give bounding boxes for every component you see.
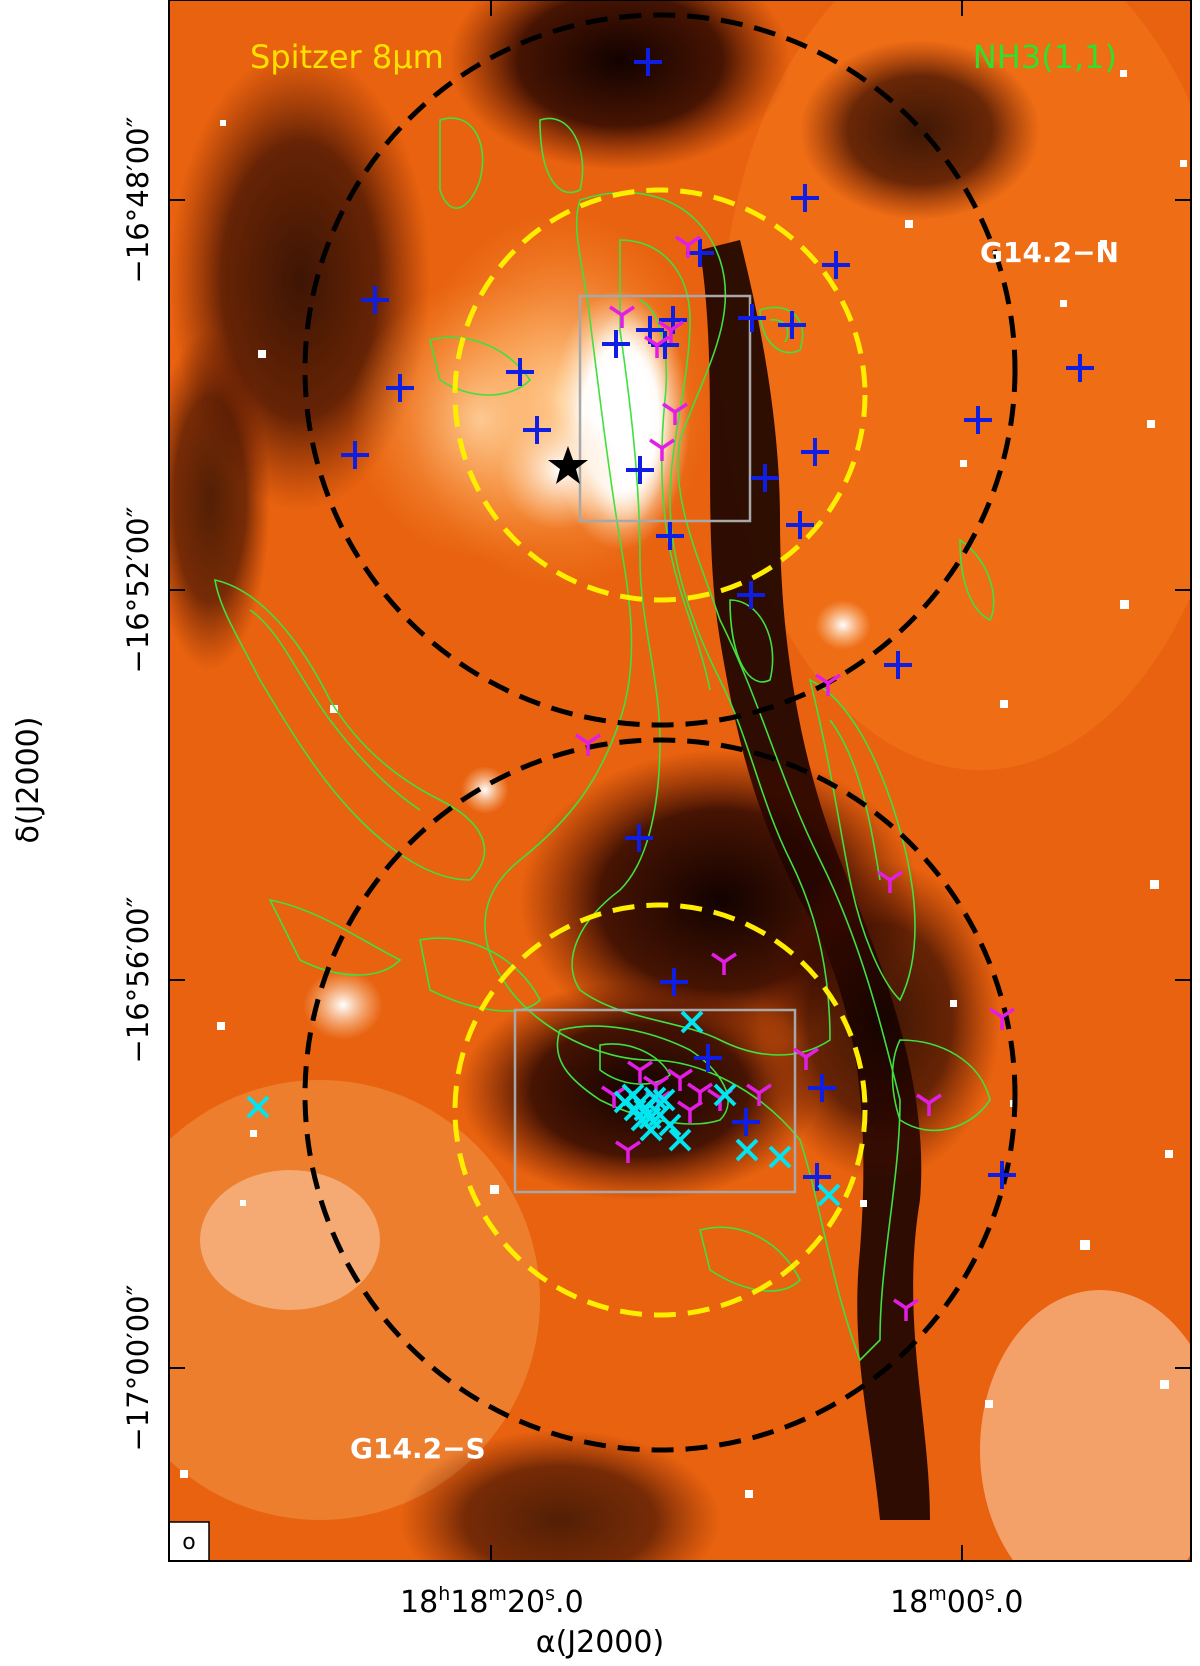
plus-marker [602, 330, 630, 358]
x-marker [680, 1010, 704, 1034]
outer-circle-north [302, 12, 1018, 728]
x-marker [713, 1083, 737, 1107]
beam-symbol: o [182, 1530, 195, 1555]
x-markers [246, 1010, 841, 1207]
plus-marker [778, 311, 806, 339]
tri-marker [615, 1140, 641, 1163]
plus-marker [738, 304, 766, 332]
plus-marker [964, 406, 992, 434]
x-tick-label-1: 18h18m20s.0 [400, 1583, 584, 1620]
y-ticks [169, 199, 1191, 1369]
x-ticks [490, 0, 963, 1561]
plus-marker [626, 456, 654, 484]
y-tick-label: −17°00′00″ [121, 1284, 155, 1451]
plus-marker [801, 438, 829, 466]
tri-marker [711, 952, 737, 975]
outer-circle-south [302, 737, 1018, 1453]
x-tick-label-2: 18m00s.0 [890, 1583, 1023, 1620]
tri-marker [662, 402, 688, 425]
x-marker [648, 1103, 672, 1127]
y-tick-label: −16°52′00″ [121, 506, 155, 673]
plus-marker [822, 251, 850, 279]
plus-marker [732, 1108, 760, 1136]
x-marker [246, 1095, 270, 1119]
tri-marker [644, 335, 670, 358]
plus-marker [1066, 354, 1094, 382]
plus-marker [751, 464, 779, 492]
plus-marker [660, 968, 688, 996]
line-label: NH3(1,1) [973, 38, 1117, 76]
plus-marker [634, 48, 662, 76]
plus-marker [803, 1163, 831, 1191]
tri-marker [649, 438, 675, 461]
region-label-north: G14.2−N [980, 236, 1119, 269]
tri-marker [877, 870, 903, 893]
spitzer-image [169, 0, 1191, 1561]
plus-marker [786, 511, 814, 539]
plus-marker [694, 1044, 722, 1072]
x-marker [613, 1090, 637, 1114]
plot-frame [168, 0, 1192, 1562]
plus-marker [625, 824, 653, 852]
plus-marker [737, 581, 765, 609]
tri-marker [677, 1100, 703, 1123]
tri-marker [793, 1047, 819, 1070]
x-marker [817, 1183, 841, 1207]
plus-marker [341, 441, 369, 469]
star-marker [548, 446, 588, 484]
x-marker [768, 1145, 792, 1169]
tri-marker [916, 1093, 942, 1116]
tri-marker [658, 320, 684, 343]
tri-marker [575, 733, 601, 756]
y-tick-label: −16°48′00″ [121, 116, 155, 283]
x-marker [735, 1138, 759, 1162]
outer-circles [302, 12, 1018, 1453]
plus-marker [808, 1074, 836, 1102]
plus-marker [988, 1161, 1016, 1189]
plus-marker [361, 286, 389, 314]
plus-marker [686, 239, 714, 267]
plus-marker [791, 184, 819, 212]
y-tick-label: −16°56′00″ [121, 896, 155, 1063]
x-axis-label: α(J2000) [536, 1625, 664, 1660]
zoom-boxes [513, 294, 797, 1194]
tri-marker [893, 1298, 919, 1321]
plus-marker [656, 522, 684, 550]
tri-marker [675, 235, 701, 258]
tri-marker [815, 673, 841, 696]
plus-marker [506, 358, 534, 386]
plus-marker [884, 651, 912, 679]
plus-marker [523, 416, 551, 444]
x-marker [668, 1128, 692, 1152]
tri-marker [627, 1060, 653, 1083]
box-north [578, 294, 752, 523]
region-label-south: G14.2−S [350, 1432, 486, 1465]
inner-circle-north [452, 187, 868, 603]
box-south [513, 1008, 797, 1194]
y-axis-label: δ(J2000) [11, 717, 46, 844]
plus-markers [341, 48, 1094, 1191]
band-label: Spitzer 8μm [250, 38, 444, 76]
tri-marker [667, 1068, 693, 1091]
tri-marker [746, 1083, 772, 1106]
tri-marker [989, 1007, 1015, 1030]
plus-marker [386, 374, 414, 402]
inner-circle-south [452, 902, 868, 1318]
inner-circles [452, 187, 868, 1318]
tri-marker [609, 305, 635, 328]
